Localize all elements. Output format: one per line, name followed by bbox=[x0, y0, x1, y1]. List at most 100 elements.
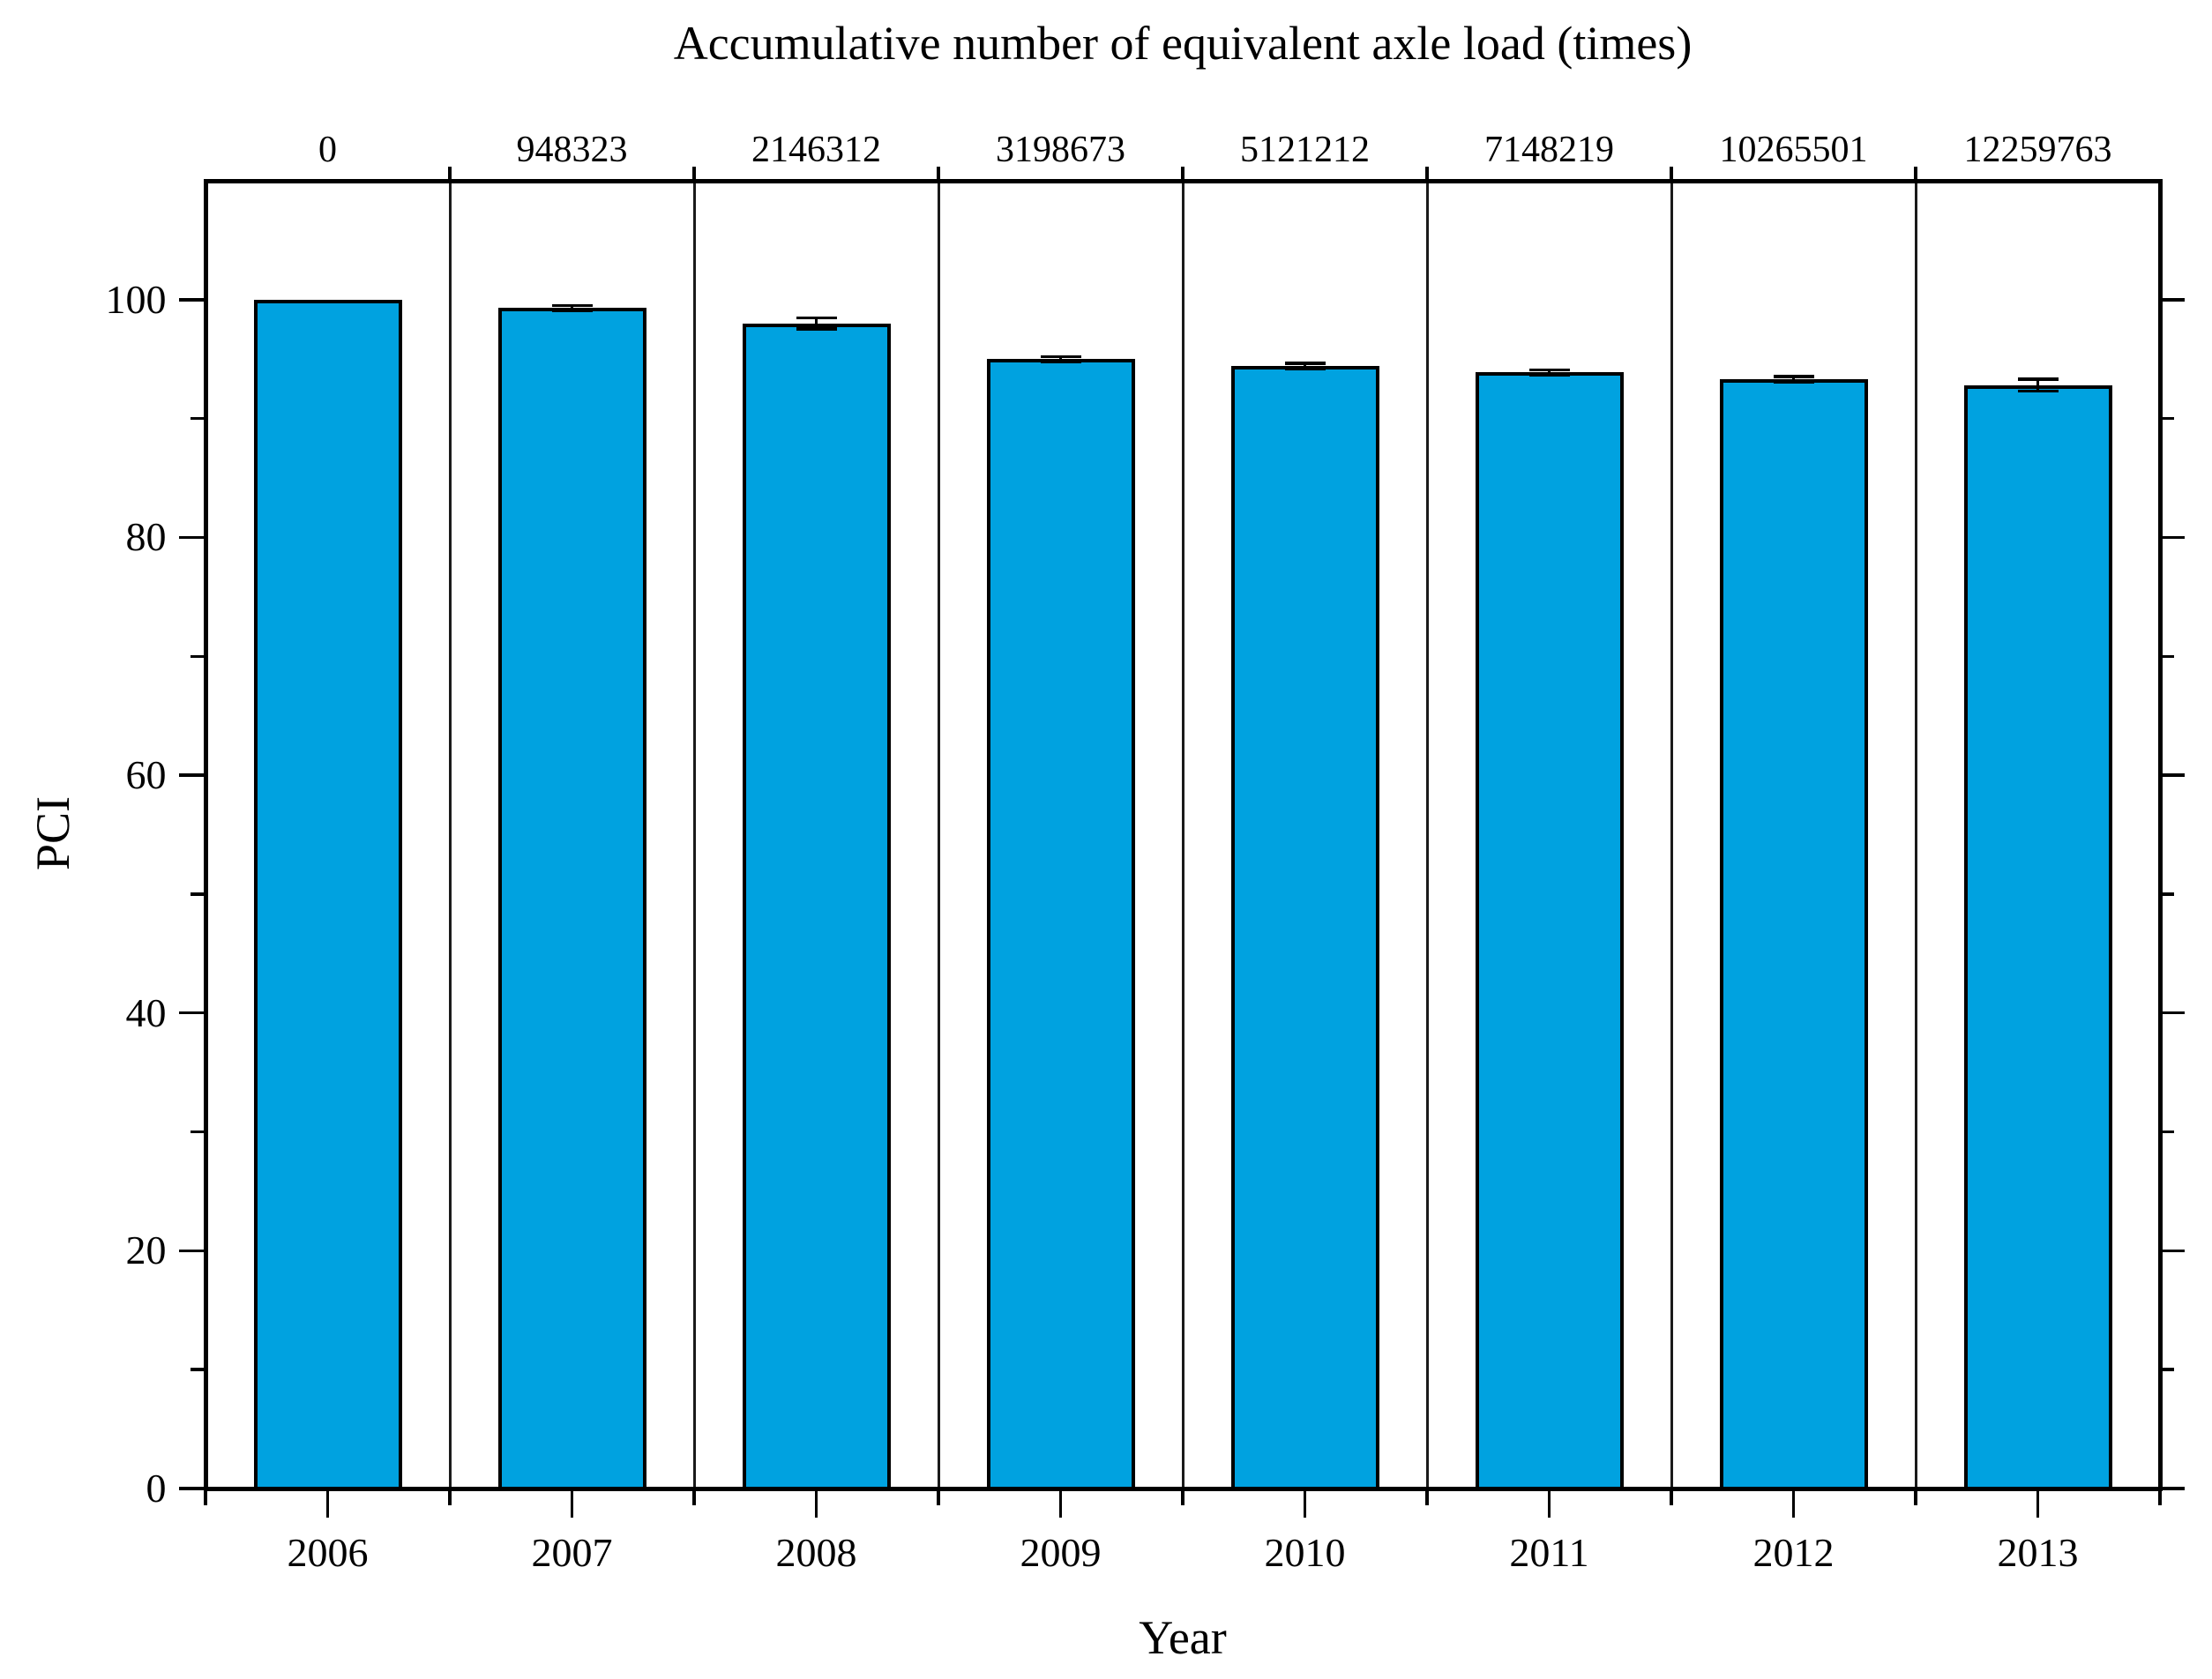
error-bar-cap-bottom bbox=[2017, 389, 2059, 393]
x-axis-minor-tick bbox=[692, 1490, 696, 1505]
bar bbox=[986, 359, 1135, 1490]
y-axis-right-major-tick bbox=[2162, 298, 2185, 302]
error-bar-cap-bottom bbox=[1773, 380, 1814, 384]
panel-separator-line bbox=[1425, 181, 1429, 1489]
x-axis-major-tick bbox=[2036, 1490, 2040, 1518]
x-axis-major-tick bbox=[570, 1490, 574, 1518]
y-axis-right-major-tick bbox=[2162, 1487, 2185, 1490]
y-axis-minor-tick bbox=[190, 416, 204, 421]
x-axis-major-tick bbox=[325, 1490, 330, 1518]
y-axis-right-minor-tick bbox=[2162, 1368, 2174, 1371]
y-tick-label: 60 bbox=[125, 752, 167, 798]
panel-separator-line bbox=[1914, 181, 1917, 1489]
bar bbox=[1230, 366, 1379, 1490]
error-bar-cap-bottom bbox=[551, 309, 593, 312]
top-axis-title: Accumulative number of equivalent axle l… bbox=[673, 17, 1693, 70]
x-axis-major-tick bbox=[1058, 1490, 1063, 1518]
error-bar-cap-bottom bbox=[1528, 373, 1570, 377]
bar bbox=[497, 308, 646, 1490]
y-axis-right-minor-tick bbox=[2162, 892, 2174, 896]
y-tick-label: 40 bbox=[125, 989, 167, 1035]
y-axis-minor-tick bbox=[190, 1130, 204, 1134]
y-tick-label: 20 bbox=[125, 1228, 167, 1273]
error-bar-line bbox=[1791, 376, 1796, 383]
y-axis-minor-tick bbox=[190, 654, 204, 659]
top-axis-tick bbox=[448, 166, 452, 179]
panel-separator-line bbox=[448, 181, 452, 1489]
top-axis-label: 0 bbox=[318, 130, 337, 170]
x-tick-label: 2011 bbox=[1509, 1530, 1589, 1575]
x-tick-label: 2009 bbox=[1020, 1530, 1102, 1575]
top-axis-label: 2146312 bbox=[751, 130, 881, 170]
top-axis-label: 5121212 bbox=[1240, 130, 1370, 170]
y-axis-right-major-tick bbox=[2162, 1011, 2185, 1015]
x-axis-major-tick bbox=[1547, 1490, 1551, 1518]
x-tick-label: 2006 bbox=[287, 1530, 369, 1575]
top-axis-tick bbox=[1425, 166, 1429, 179]
x-axis-minor-tick bbox=[1425, 1490, 1429, 1505]
y-tick-label: 0 bbox=[146, 1466, 167, 1511]
x-axis-minor-tick bbox=[937, 1490, 940, 1505]
top-axis-label: 10265501 bbox=[1719, 130, 1868, 170]
error-bar-line bbox=[570, 305, 574, 310]
y-axis-major-tick bbox=[178, 535, 204, 540]
y-axis-major-tick bbox=[178, 298, 204, 302]
bar bbox=[253, 299, 402, 1490]
y-axis-major-tick bbox=[178, 1011, 204, 1015]
x-axis-major-tick bbox=[1791, 1490, 1796, 1518]
panel-separator-line bbox=[1670, 181, 1673, 1489]
error-bar-line bbox=[1547, 369, 1551, 375]
y-axis-right-major-tick bbox=[2162, 535, 2185, 540]
error-bar-cap-top bbox=[1284, 362, 1326, 365]
y-tick-label: 80 bbox=[125, 514, 167, 560]
y-axis-major-tick bbox=[178, 1249, 204, 1253]
top-axis-tick bbox=[1181, 166, 1184, 179]
error-bar-cap-top bbox=[2017, 377, 2059, 381]
top-axis-tick bbox=[1914, 166, 1917, 179]
panel-separator-line bbox=[937, 181, 940, 1489]
top-axis-label: 12259763 bbox=[1963, 130, 2112, 170]
error-bar-line bbox=[2036, 379, 2040, 392]
x-axis-major-tick bbox=[814, 1490, 818, 1518]
error-bar-cap-top bbox=[551, 303, 593, 308]
x-axis-minor-tick bbox=[204, 1490, 207, 1505]
top-axis-tick bbox=[692, 166, 696, 179]
y-axis-minor-tick bbox=[190, 1368, 204, 1371]
top-axis-label: 7148219 bbox=[1484, 130, 1614, 170]
y-axis-right-major-tick bbox=[2162, 773, 2185, 777]
panel-separator-line bbox=[692, 181, 696, 1489]
x-axis-minor-tick bbox=[448, 1490, 452, 1505]
plot-frame bbox=[203, 178, 2163, 1491]
bar bbox=[1719, 379, 1868, 1490]
error-bar-line bbox=[814, 317, 818, 329]
bar bbox=[1475, 372, 1624, 1490]
panel-separator-line bbox=[1181, 181, 1184, 1489]
x-tick-label: 2012 bbox=[1752, 1530, 1835, 1575]
y-axis-major-tick bbox=[178, 773, 204, 777]
error-bar-cap-top bbox=[1773, 375, 1814, 378]
y-axis-right-major-tick bbox=[2162, 1249, 2185, 1253]
x-axis-major-tick bbox=[1303, 1490, 1307, 1518]
x-tick-label: 2008 bbox=[775, 1530, 857, 1575]
x-axis-minor-tick bbox=[1181, 1490, 1184, 1505]
y-axis-right-minor-tick bbox=[2162, 1130, 2174, 1134]
error-bar-cap-top bbox=[796, 316, 837, 320]
y-tick-label: 100 bbox=[105, 276, 167, 322]
error-bar-cap-bottom bbox=[1284, 367, 1326, 371]
top-axis-label: 3198673 bbox=[996, 130, 1125, 170]
x-axis-minor-tick bbox=[2158, 1490, 2162, 1505]
x-axis-title: Year bbox=[1139, 1611, 1227, 1664]
top-axis-tick bbox=[1670, 166, 1673, 179]
error-bar-cap-bottom bbox=[1040, 360, 1081, 363]
y-axis-right-minor-tick bbox=[2162, 654, 2174, 659]
x-axis-minor-tick bbox=[1914, 1490, 1917, 1505]
x-tick-label: 2010 bbox=[1264, 1530, 1346, 1575]
error-bar-line bbox=[1303, 362, 1307, 369]
error-bar-line bbox=[1058, 356, 1063, 362]
top-axis-label: 948323 bbox=[516, 130, 628, 170]
top-axis-tick bbox=[937, 166, 940, 179]
y-axis-right-minor-tick bbox=[2162, 416, 2174, 421]
x-tick-label: 2013 bbox=[1997, 1530, 2079, 1575]
error-bar-cap-top bbox=[1528, 368, 1570, 372]
